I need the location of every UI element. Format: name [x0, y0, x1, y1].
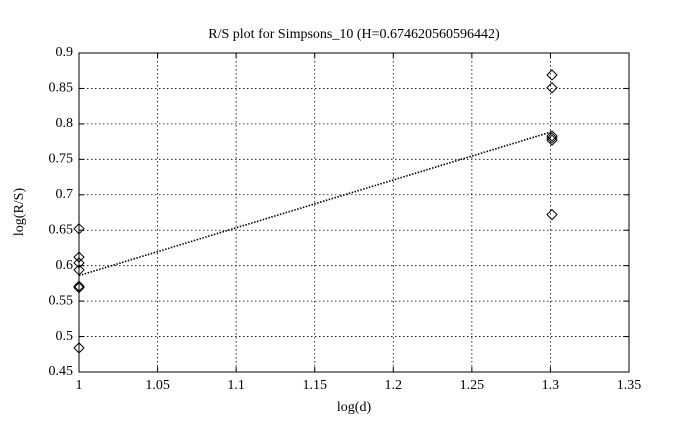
x-tick-label: 1.3: [542, 378, 560, 393]
data-point: [546, 82, 558, 94]
fit-line: [78, 130, 553, 277]
data-point: [73, 342, 85, 354]
data-point: [546, 132, 558, 144]
y-tick-label: 0.7: [56, 187, 74, 202]
data-point: [546, 130, 558, 142]
data-point: [546, 208, 558, 221]
y-tick-label: 0.55: [49, 293, 74, 308]
y-tick-label: 0.85: [49, 81, 74, 96]
data-point: [73, 223, 85, 235]
x-axis-label: log(d): [337, 400, 372, 415]
y-tick-label: 0.65: [49, 222, 74, 237]
x-tick-label: 1.1: [227, 378, 245, 393]
y-axis-label: log(R/S): [12, 188, 27, 237]
y-tick-label: 0.5: [56, 329, 74, 344]
y-tick-label: 0.45: [49, 364, 74, 379]
chart-title: R/S plot for Simpsons_10 (H=0.6746205605…: [208, 27, 500, 42]
data-point: [546, 134, 558, 146]
data-point: [73, 251, 85, 263]
x-tick-label: 1.35: [617, 378, 642, 393]
x-tick-label: 1: [76, 378, 83, 393]
x-tick-label: 1.05: [145, 378, 170, 393]
data-point: [73, 281, 85, 294]
y-tick-label: 0.6: [56, 258, 74, 273]
x-tick-label: 1.2: [385, 378, 403, 393]
data-point: [73, 257, 85, 269]
y-tick-label: 0.75: [49, 152, 74, 167]
data-point: [546, 69, 558, 81]
plot-frame: [78, 52, 630, 373]
x-tick-label: 1.15: [302, 378, 327, 393]
x-tick-label: 1.25: [460, 378, 485, 393]
data-point: [73, 280, 85, 292]
y-tick-label: 0.9: [56, 45, 74, 60]
y-tick-label: 0.8: [56, 116, 74, 131]
